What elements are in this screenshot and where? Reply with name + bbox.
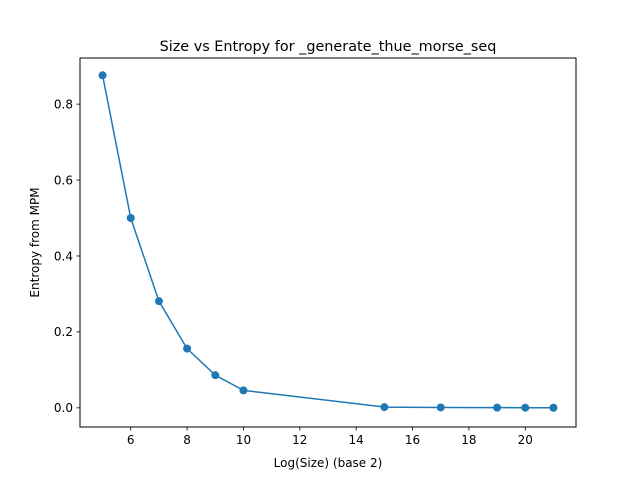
y-tick-label: 0.8 bbox=[54, 97, 73, 111]
data-point bbox=[521, 403, 530, 412]
y-tick-label: 0.2 bbox=[54, 325, 73, 339]
x-tick-label: 8 bbox=[183, 433, 191, 447]
chart-title: Size vs Entropy for _generate_thue_morse… bbox=[160, 39, 497, 55]
x-tick-label: 14 bbox=[349, 433, 364, 447]
y-axis-label: Entropy from MPM bbox=[28, 187, 42, 297]
x-tick-label: 18 bbox=[461, 433, 476, 447]
x-tick-label: 10 bbox=[236, 433, 251, 447]
data-point bbox=[380, 403, 389, 412]
plot-area bbox=[98, 71, 558, 412]
data-point bbox=[211, 371, 220, 380]
series-line bbox=[101, 75, 554, 409]
y-tick-label: 0.6 bbox=[54, 173, 73, 187]
x-tick-label: 6 bbox=[127, 433, 135, 447]
y-tick-label: 0.4 bbox=[54, 249, 73, 263]
y-tick-label: 0.0 bbox=[54, 401, 73, 415]
data-point bbox=[126, 214, 135, 223]
data-point bbox=[436, 403, 445, 412]
x-axis: 6 8 10 12 14 16 18 20 bbox=[127, 427, 533, 447]
x-tick-label: 12 bbox=[292, 433, 307, 447]
data-point bbox=[98, 71, 107, 80]
x-tick-label: 20 bbox=[518, 433, 533, 447]
plot-frame bbox=[79, 57, 577, 428]
x-axis-label: Log(Size) (base 2) bbox=[274, 456, 383, 470]
data-point bbox=[154, 297, 163, 306]
data-point bbox=[239, 386, 248, 395]
data-point bbox=[183, 344, 192, 353]
data-point bbox=[549, 403, 558, 412]
x-tick-label: 16 bbox=[405, 433, 420, 447]
data-point bbox=[493, 403, 502, 412]
y-axis: 0.0 0.2 0.4 0.6 0.8 bbox=[54, 97, 80, 415]
